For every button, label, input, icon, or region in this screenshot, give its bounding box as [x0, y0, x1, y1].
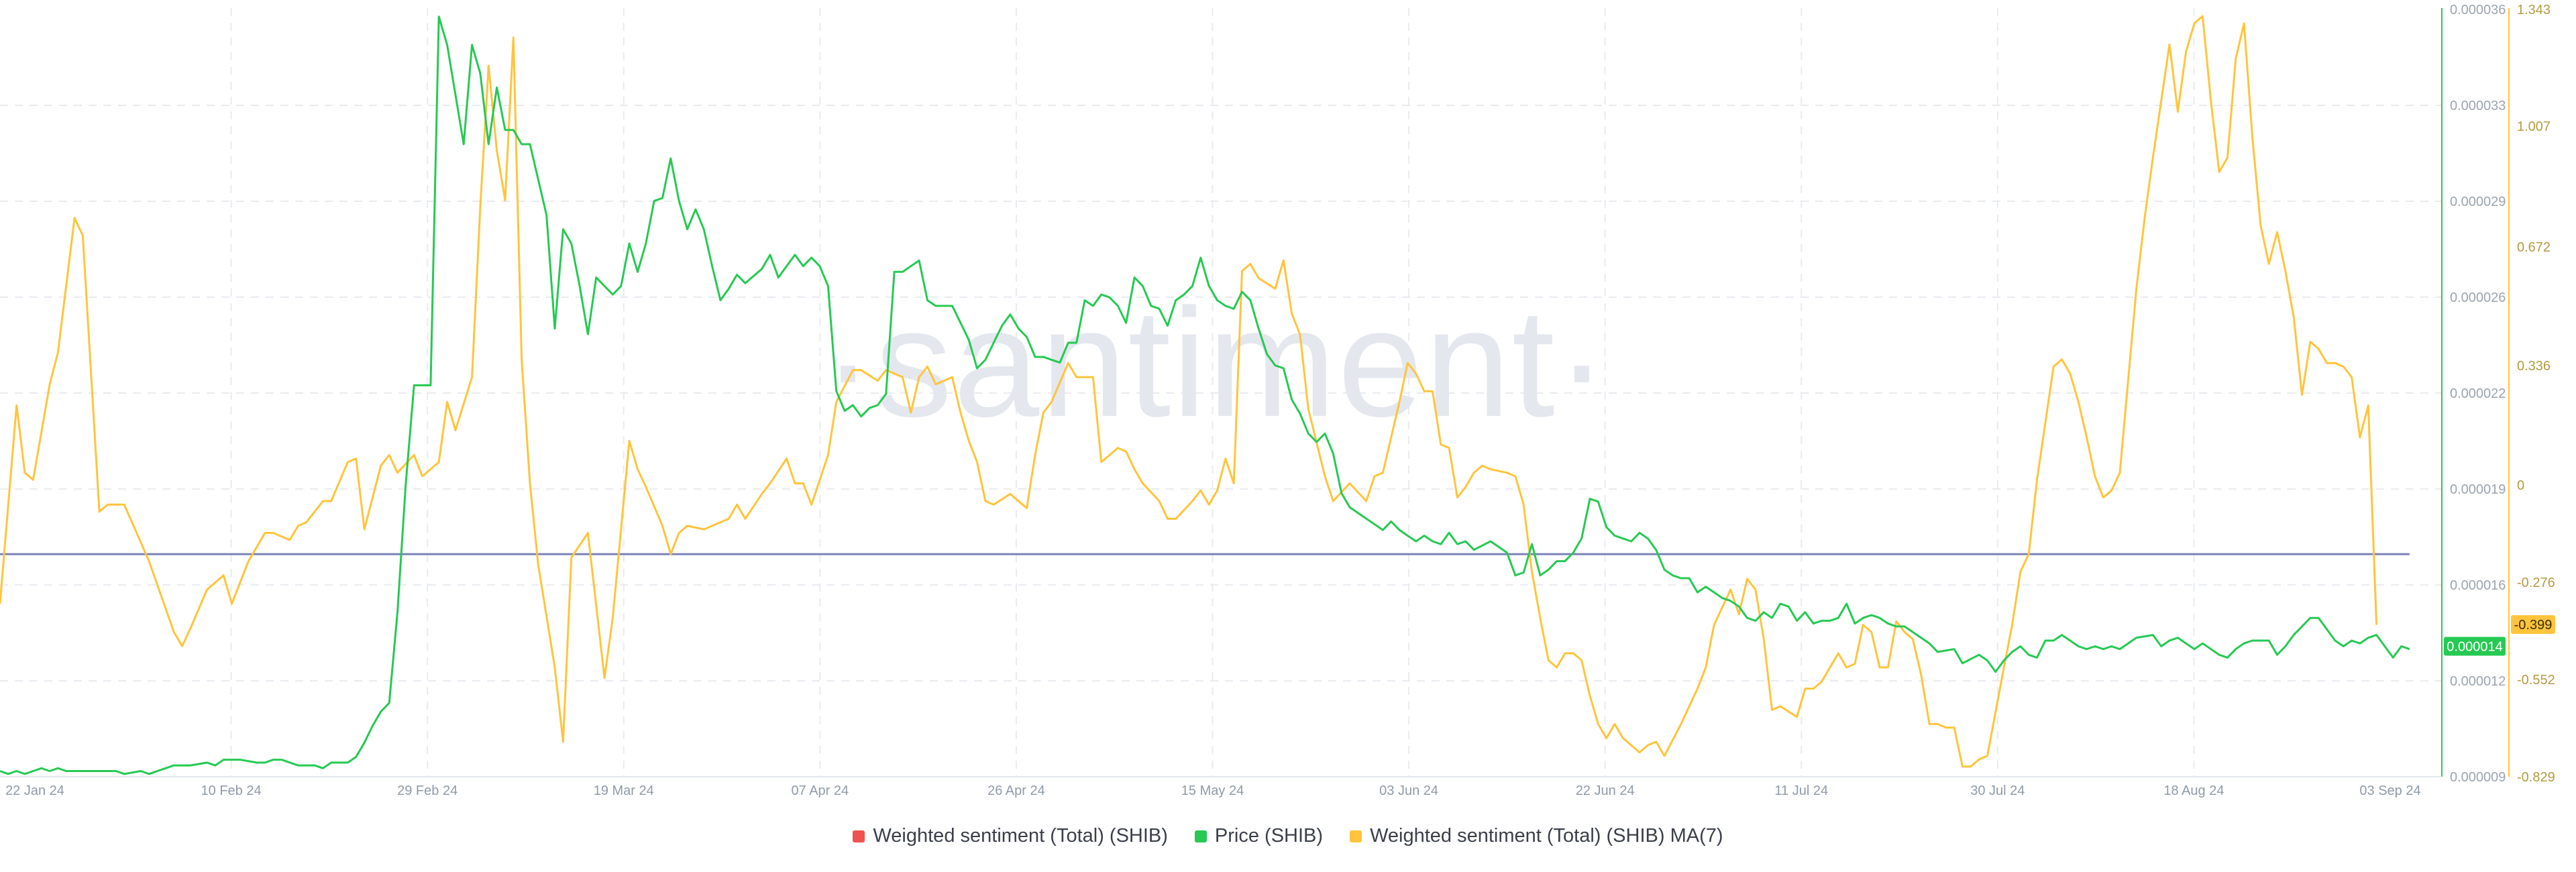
legend-item-price[interactable]: Price (SHIB) — [1194, 825, 1324, 847]
x-tick-label: 15 May 24 — [1181, 783, 1244, 798]
sentiment-tick-label: 0 — [2517, 478, 2524, 493]
legend-swatch-red — [853, 830, 865, 842]
chart-legend: Weighted sentiment (Total) (SHIB) Price … — [0, 825, 2576, 847]
legend-label: Weighted sentiment (Total) (SHIB) MA(7) — [1370, 825, 1723, 847]
legend-item-weighted-sentiment[interactable]: Weighted sentiment (Total) (SHIB) — [853, 825, 1168, 847]
x-tick-label: 19 Mar 24 — [594, 783, 654, 798]
x-tick-label: 07 Apr 24 — [792, 783, 849, 798]
price-tick-label: 0.000029 — [2450, 195, 2506, 209]
sentiment-tick-label: -0.276 — [2517, 576, 2555, 590]
x-tick-label: 29 Feb 24 — [397, 783, 458, 798]
sentiment-tick-label: -0.829 — [2517, 770, 2555, 785]
legend-item-sentiment-ma7[interactable]: Weighted sentiment (Total) (SHIB) MA(7) — [1350, 825, 1723, 847]
price-tick-label: 0.000019 — [2450, 482, 2506, 497]
legend-label: Weighted sentiment (Total) (SHIB) — [873, 825, 1168, 847]
sentiment-tick-label: 1.343 — [2517, 3, 2551, 17]
price-tick-label: 0.000036 — [2450, 3, 2506, 17]
legend-swatch-green — [1194, 830, 1207, 842]
sentiment-current-badge — [2511, 615, 2555, 635]
x-tick-label: 22 Jan 24 — [5, 783, 64, 798]
x-tick-label: 11 Jul 24 — [1774, 783, 1828, 798]
price-current-badge — [2444, 637, 2506, 656]
axis-tick-labels: 22 Jan 24 10 Feb 24 29 Feb 24 19 Mar 24 07 A… — [5, 3, 2555, 798]
x-tick-label: 22 Jun 24 — [1576, 783, 1635, 798]
price-tick-label: 0.000033 — [2450, 99, 2506, 113]
sentiment-tick-label: 1.007 — [2517, 119, 2551, 134]
legend-swatch-yellow — [1350, 830, 1362, 842]
price-tick-label: 0.000016 — [2450, 578, 2506, 593]
chart-axes — [0, 8, 2510, 777]
price-line — [0, 15, 2410, 775]
current-value-badges: 0.000014 -0.399 — [2444, 615, 2555, 656]
x-tick-label: 30 Jul 24 — [1970, 783, 2025, 798]
sentiment-current-value: -0.399 — [2514, 618, 2553, 633]
price-current-value: 0.000014 — [2447, 639, 2502, 654]
santiment-watermark: ·santiment· — [822, 276, 1609, 449]
sentiment-price-chart: ·santiment· 22 Jan 24 10 Feb 24 29 Feb 24 1… — [0, 3, 2555, 798]
price-tick-label: 0.000012 — [2450, 674, 2506, 689]
sentiment-tick-label: 0.336 — [2517, 359, 2551, 374]
chart-grid — [0, 8, 2442, 777]
price-tick-label: 0.000022 — [2450, 386, 2506, 401]
sentiment-tick-label: -0.552 — [2517, 673, 2555, 688]
price-tick-label: 0.000009 — [2450, 770, 2506, 785]
x-tick-label: 18 Aug 24 — [2163, 783, 2224, 798]
x-tick-label: 10 Feb 24 — [201, 783, 262, 798]
x-tick-label: 26 Apr 24 — [987, 783, 1045, 798]
x-tick-label: 03 Jun 24 — [1379, 783, 1438, 798]
price-tick-label: 0.000026 — [2450, 290, 2506, 305]
chart-series — [0, 15, 2410, 775]
sentiment-tick-label: 0.672 — [2517, 240, 2551, 255]
legend-label: Price (SHIB) — [1214, 825, 1324, 847]
x-tick-label: 03 Sep 24 — [2359, 783, 2420, 798]
